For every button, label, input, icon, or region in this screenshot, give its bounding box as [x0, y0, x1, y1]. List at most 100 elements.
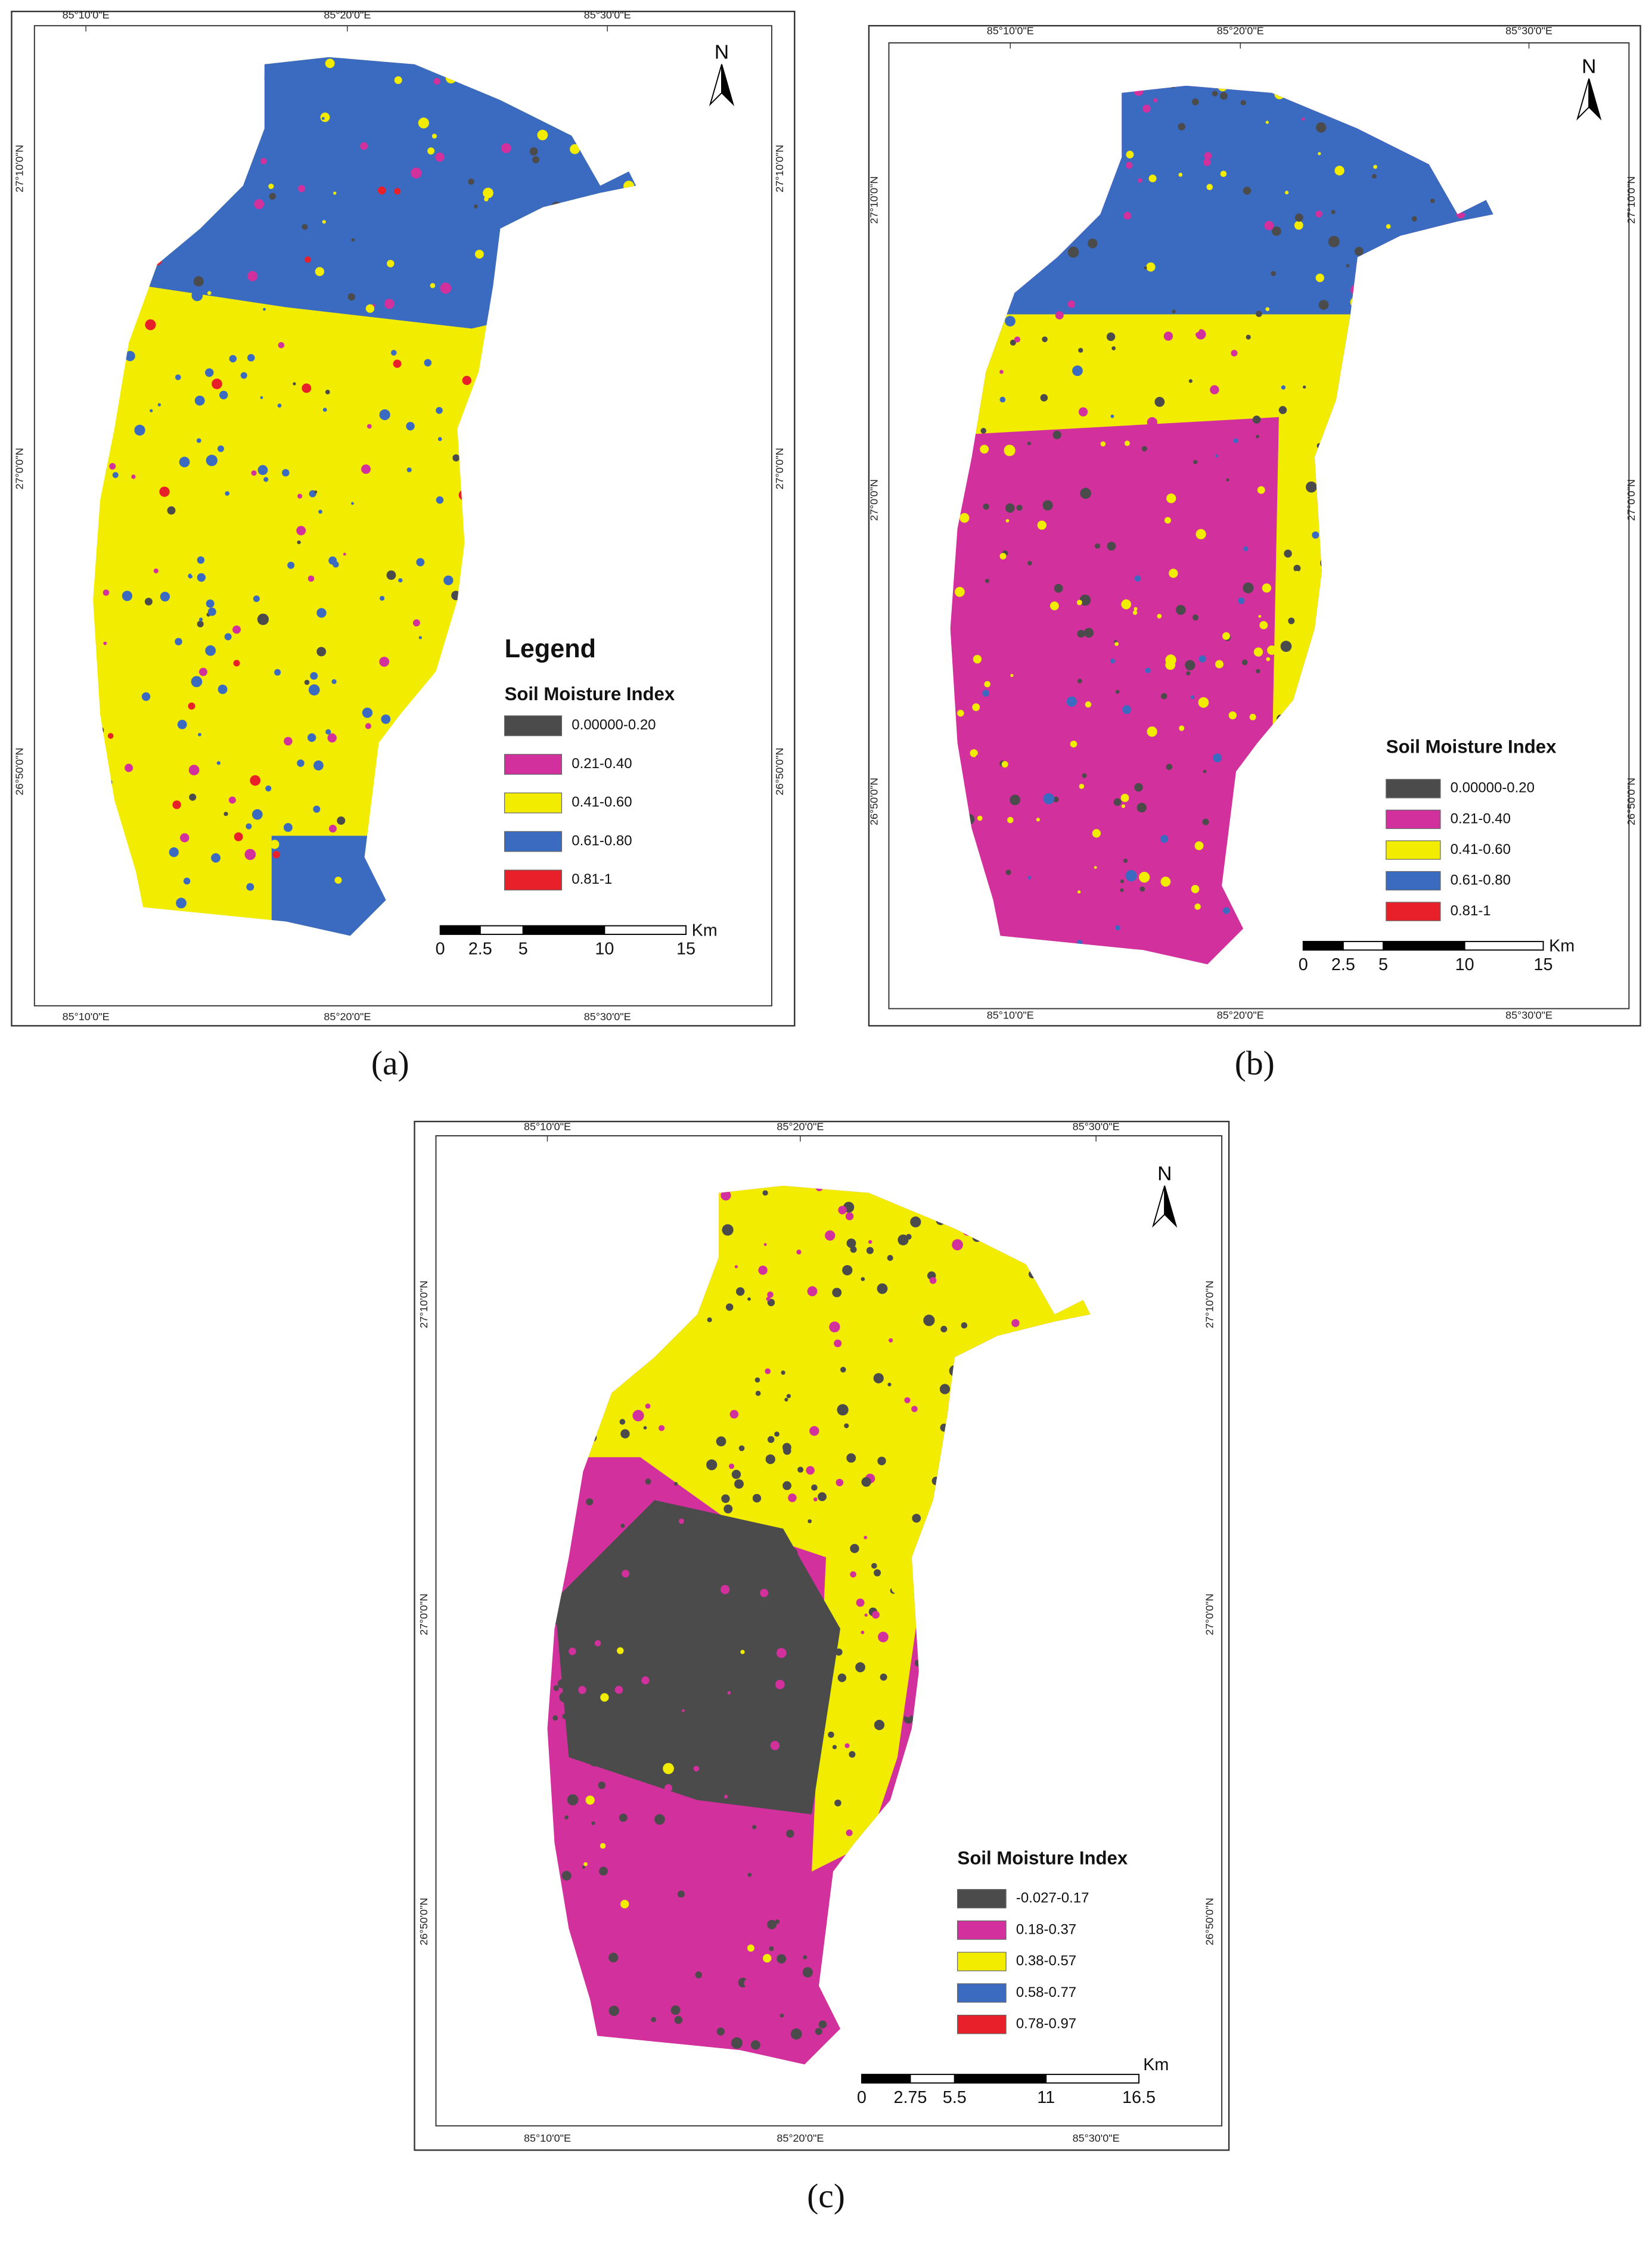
map-pixel — [775, 1919, 780, 1924]
map-pixel — [1048, 1875, 1058, 1885]
map-pixel — [594, 1640, 601, 1646]
map-pixel — [721, 1494, 730, 1503]
map-pixel — [1144, 266, 1147, 270]
map-pixel — [781, 1370, 785, 1375]
map-pixel — [1015, 108, 1026, 119]
map-pixel — [204, 161, 211, 167]
map-pixel — [1343, 567, 1350, 574]
map-pixel — [913, 1756, 923, 1766]
map-pixel — [203, 81, 210, 88]
map-pixel — [583, 1862, 588, 1866]
map-pixel — [197, 556, 205, 564]
map-pixel — [1073, 1632, 1080, 1639]
map-pixel — [537, 129, 548, 141]
map-pixel — [962, 1225, 974, 1236]
legend-label: 0.41-0.60 — [572, 794, 632, 810]
scale-label: 5 — [1378, 955, 1388, 974]
map-pixel — [585, 1795, 595, 1805]
map-pixel — [619, 1419, 626, 1425]
map-pixel — [1077, 890, 1081, 894]
map-pixel — [224, 633, 232, 641]
map-pixel — [670, 1312, 681, 1322]
map-pixel — [451, 118, 459, 126]
map-pixel — [1070, 1330, 1073, 1334]
longitude-label: 85°30'0"E — [1073, 2132, 1120, 2144]
map-pixel — [381, 915, 393, 926]
map-pixel — [586, 608, 596, 617]
map-pixel — [1169, 557, 1175, 563]
map-pixel — [484, 197, 489, 202]
map-pixel — [535, 231, 544, 240]
map-pixel — [246, 823, 252, 830]
map-pixel — [551, 292, 557, 298]
map-pixel — [957, 1674, 964, 1682]
map-pixel — [1432, 247, 1443, 258]
map-pixel — [1110, 414, 1114, 418]
map-pixel — [1037, 443, 1042, 449]
map-pixel — [1016, 505, 1023, 511]
map-pixel — [643, 1426, 647, 1430]
map-pixel — [604, 555, 613, 564]
map-pixel — [1333, 713, 1337, 717]
map-pixel — [251, 809, 263, 820]
map-pixel — [864, 1536, 868, 1540]
map-pixel — [617, 1647, 624, 1654]
longitude-label: 85°10'0"E — [63, 9, 110, 21]
map-pixel — [225, 491, 230, 496]
map-pixel — [864, 1613, 868, 1617]
map-pixel — [561, 1871, 572, 1881]
map-pixel — [586, 1498, 594, 1506]
legend-title: Soil Moisture Index — [958, 1848, 1128, 1869]
map-pixel — [1045, 1488, 1057, 1500]
map-pixel — [1292, 655, 1297, 660]
map-pixel — [1191, 98, 1199, 105]
map-pixel — [1383, 866, 1386, 870]
map-pixel — [1238, 597, 1245, 604]
map-pixel — [1234, 905, 1244, 915]
map-pixel — [694, 1663, 705, 1675]
map-pixel — [169, 847, 179, 858]
map-pixel — [1074, 1794, 1078, 1798]
map-pixel — [693, 1766, 700, 1772]
map — [940, 85, 1501, 965]
map-pixel — [539, 896, 551, 906]
map-pixel — [1316, 122, 1327, 133]
map-pixel — [549, 1511, 555, 1517]
latitude-label: 26°50'0"N — [774, 748, 785, 796]
map-pixel — [887, 1383, 892, 1387]
map-pixel — [1451, 330, 1458, 337]
map-pixel — [474, 250, 484, 259]
map-pixel — [1055, 579, 1059, 582]
map-pixel — [280, 583, 284, 588]
longitude-label: 85°20'0"E — [777, 1120, 824, 1132]
map-pixel — [982, 1479, 985, 1483]
map-pixel — [175, 638, 182, 645]
map-pixel — [578, 1686, 586, 1694]
map-pixel — [940, 321, 946, 327]
map-pixel — [1446, 301, 1457, 311]
map-pixel — [608, 1952, 619, 1963]
map-pixel — [189, 793, 197, 801]
map-pixel — [1198, 697, 1209, 708]
map-pixel — [577, 1444, 588, 1455]
map-pixel — [1223, 907, 1230, 914]
map-pixel — [93, 103, 98, 110]
map-pixel — [1147, 417, 1157, 428]
map-pixel — [537, 1192, 544, 1199]
map-pixel — [844, 1743, 850, 1748]
map-pixel — [564, 208, 570, 214]
map-pixel — [1000, 1406, 1006, 1412]
scale-segment — [1302, 940, 1344, 951]
map-pixel — [856, 1971, 868, 1983]
map-pixel — [250, 775, 261, 786]
map-pixel — [254, 924, 266, 936]
map-pixel — [1494, 690, 1501, 697]
map-pixel — [1079, 784, 1085, 789]
map-pixel — [1007, 816, 1014, 824]
map-pixel — [726, 1686, 732, 1692]
map-pixel — [1166, 763, 1173, 771]
map-pixel — [958, 1632, 965, 1640]
north-arrow — [721, 64, 735, 107]
map-pixel — [923, 1315, 935, 1326]
